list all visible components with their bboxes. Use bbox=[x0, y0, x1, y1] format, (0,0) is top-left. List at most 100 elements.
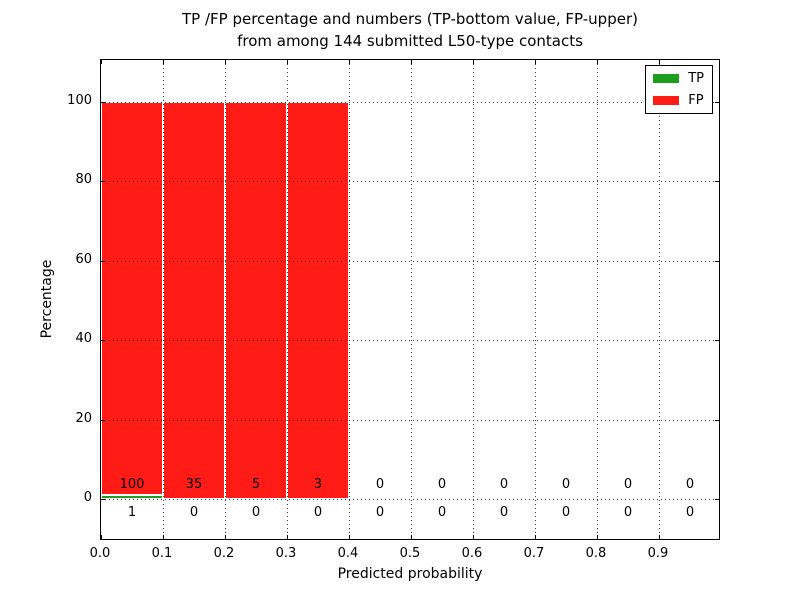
tick-mark-top bbox=[163, 60, 164, 64]
fp-count-label-bin7: 0 bbox=[561, 477, 571, 493]
gridline-x-0.4 bbox=[349, 60, 350, 539]
y-tick-label-100: 100 bbox=[67, 92, 92, 108]
tick-mark-left bbox=[101, 419, 105, 421]
tick-mark-bottom bbox=[101, 535, 102, 539]
fp-count-label-bin9: 0 bbox=[685, 477, 695, 493]
gridline-x-0.6 bbox=[473, 60, 474, 539]
tick-mark-bottom bbox=[225, 535, 226, 539]
tick-mark-left bbox=[101, 499, 105, 501]
fp-legend-label: FP bbox=[688, 93, 704, 108]
tick-mark-right bbox=[715, 101, 719, 103]
y-axis-label: Percentage bbox=[39, 259, 55, 339]
tick-mark-left bbox=[101, 340, 105, 342]
tp-count-label-bin0: 1 bbox=[127, 505, 137, 521]
tick-mark-top bbox=[473, 60, 474, 64]
fp-count-label-bin3: 3 bbox=[313, 477, 323, 493]
x-tick-label-0.7: 0.7 bbox=[523, 546, 545, 561]
y-tick-label-40: 40 bbox=[75, 331, 92, 347]
x-axis-label: Predicted probability bbox=[337, 566, 483, 582]
tick-mark-bottom bbox=[163, 535, 164, 539]
tick-mark-top bbox=[101, 60, 102, 64]
tick-mark-left bbox=[101, 181, 105, 183]
gridline-y-80 bbox=[101, 181, 719, 183]
tick-mark-bottom bbox=[535, 535, 536, 539]
y-tick-label-20: 20 bbox=[75, 410, 92, 426]
y-tick-label-60: 60 bbox=[75, 251, 92, 267]
tick-mark-bottom bbox=[473, 535, 474, 539]
tick-mark-top bbox=[597, 60, 598, 64]
tick-mark-right bbox=[715, 419, 719, 421]
gridline-y-40 bbox=[101, 340, 719, 342]
legend: TP FP bbox=[645, 65, 713, 114]
gridline-y-20 bbox=[101, 419, 719, 421]
plot-area: TP FP 100 1 35 0 5 0 3 0 0 0 0 0 0 0 0 0 0 0 0 0 bbox=[100, 59, 720, 540]
fp-count-label-bin2: 5 bbox=[251, 477, 261, 493]
legend-entry-tp: TP bbox=[653, 72, 704, 85]
tp-count-label-bin3: 0 bbox=[313, 505, 323, 521]
tick-mark-bottom bbox=[597, 535, 598, 539]
bar-segment-tp-bin0 bbox=[101, 495, 163, 500]
tp-legend-swatch bbox=[653, 74, 680, 83]
bar-segment-fp-bin1 bbox=[163, 101, 225, 500]
tick-mark-top bbox=[535, 60, 536, 64]
fp-count-label-bin4: 0 bbox=[375, 477, 385, 493]
x-tick-label-0.4: 0.4 bbox=[337, 546, 359, 561]
gridline-y-60 bbox=[101, 260, 719, 262]
tick-mark-top bbox=[225, 60, 226, 64]
tp-legend-label: TP bbox=[688, 71, 704, 86]
tp-count-label-bin9: 0 bbox=[685, 505, 695, 521]
tick-mark-left bbox=[101, 101, 105, 103]
x-tick-label-0.9: 0.9 bbox=[647, 546, 669, 561]
gridline-x-0.7 bbox=[535, 60, 536, 539]
tp-count-label-bin1: 0 bbox=[189, 505, 199, 521]
tp-count-label-bin7: 0 bbox=[561, 505, 571, 521]
fp-count-label-bin1: 35 bbox=[185, 477, 203, 493]
chart-title-line-2: from among 144 submitted L50-type contac… bbox=[237, 32, 583, 50]
tick-mark-left bbox=[101, 260, 105, 262]
gridline-x-0.2 bbox=[225, 60, 226, 539]
gridline-x-0.1 bbox=[163, 60, 164, 539]
tick-mark-right bbox=[715, 499, 719, 501]
tp-count-label-bin6: 0 bbox=[499, 505, 509, 521]
gridline-y-0 bbox=[101, 499, 719, 501]
tick-mark-top bbox=[411, 60, 412, 64]
tick-mark-right bbox=[715, 340, 719, 342]
fp-count-label-bin0: 100 bbox=[119, 477, 145, 493]
gridline-x-0.8 bbox=[597, 60, 598, 539]
x-tick-label-0.5: 0.5 bbox=[399, 546, 421, 561]
fp-legend-swatch bbox=[653, 96, 680, 105]
bar-segment-fp-bin2 bbox=[225, 101, 287, 500]
tick-mark-bottom bbox=[411, 535, 412, 539]
tp-count-label-bin5: 0 bbox=[437, 505, 447, 521]
tick-mark-right bbox=[715, 181, 719, 183]
x-tick-label-0.6: 0.6 bbox=[461, 546, 483, 561]
gridline-x-0.9 bbox=[659, 60, 660, 539]
tick-mark-top bbox=[659, 60, 660, 64]
x-tick-label-0.2: 0.2 bbox=[213, 546, 235, 561]
tick-mark-bottom bbox=[349, 535, 350, 539]
bar-segment-fp-bin0 bbox=[101, 101, 163, 496]
fp-count-label-bin8: 0 bbox=[623, 477, 633, 493]
x-tick-label-0.8: 0.8 bbox=[585, 546, 607, 561]
fp-count-label-bin6: 0 bbox=[499, 477, 509, 493]
gridline-x-0.5 bbox=[411, 60, 412, 539]
x-tick-label-0.3: 0.3 bbox=[275, 546, 297, 561]
gridline-x-0.3 bbox=[287, 60, 288, 539]
chart-title: TP /FP percentage and numbers (TP-bottom… bbox=[100, 8, 720, 52]
chart-title-line-1: TP /FP percentage and numbers (TP-bottom… bbox=[182, 10, 638, 28]
tick-mark-bottom bbox=[659, 535, 660, 539]
tp-count-label-bin8: 0 bbox=[623, 505, 633, 521]
y-tick-label-80: 80 bbox=[75, 172, 92, 188]
tick-mark-top bbox=[287, 60, 288, 64]
bar-segment-fp-bin3 bbox=[287, 101, 349, 500]
tick-mark-right bbox=[715, 260, 719, 262]
tick-mark-bottom bbox=[287, 535, 288, 539]
y-tick-label-0: 0 bbox=[83, 490, 92, 506]
tick-mark-top bbox=[349, 60, 350, 64]
x-tick-label-0.0: 0.0 bbox=[89, 546, 111, 561]
fp-count-label-bin5: 0 bbox=[437, 477, 447, 493]
tp-count-label-bin4: 0 bbox=[375, 505, 385, 521]
gridline-y-100 bbox=[101, 101, 719, 103]
tp-count-label-bin2: 0 bbox=[251, 505, 261, 521]
